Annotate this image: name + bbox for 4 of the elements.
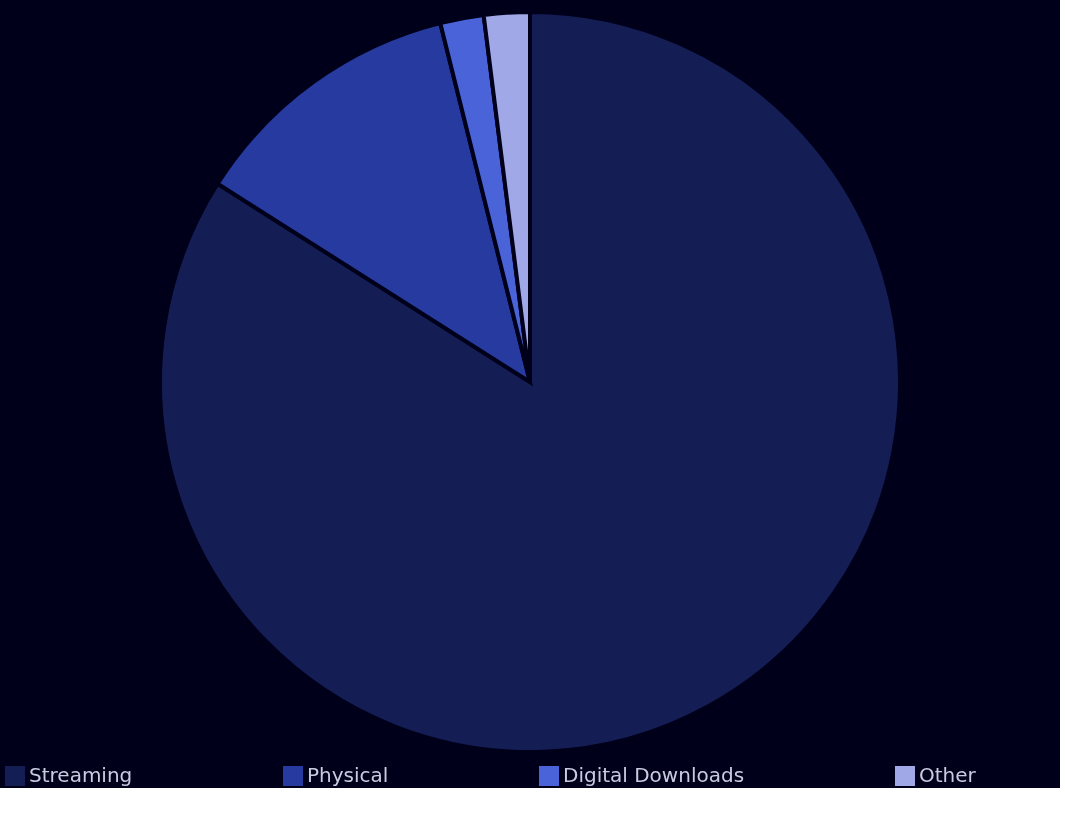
legend-label: Streaming [29, 763, 133, 787]
legend-label: Physical [307, 763, 389, 787]
legend-label: Digital Downloads [563, 763, 745, 787]
legend-label: Other [919, 763, 977, 787]
